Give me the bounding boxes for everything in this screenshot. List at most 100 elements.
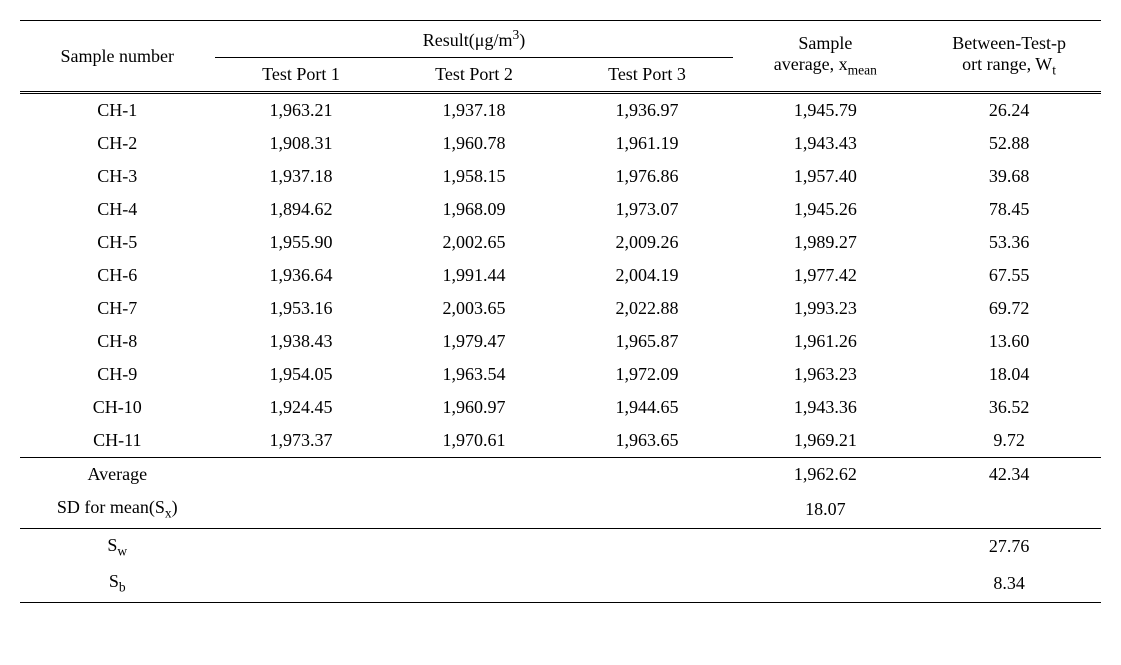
table-row: CH-31,937.181,958.151,976.861,957.4039.6… (20, 160, 1101, 193)
cell-value: 69.72 (917, 292, 1101, 325)
cell-value: 1,955.90 (215, 226, 388, 259)
cell-value: 1,943.43 (733, 127, 917, 160)
cell-value: 1,945.79 (733, 93, 917, 128)
cell-value: 18.04 (917, 358, 1101, 391)
cell-sample-id: CH-10 (20, 391, 215, 424)
cell-value: 1,976.86 (560, 160, 733, 193)
table-row: CH-111,973.371,970.611,963.651,969.219.7… (20, 424, 1101, 458)
summary-sb-label: Sb (20, 565, 215, 602)
header-sample-average: Sample average, xmean (733, 21, 917, 93)
summary-sw-label: Sw (20, 528, 215, 565)
cell-value: 1,965.87 (560, 325, 733, 358)
summary-sw-sub: w (117, 543, 127, 558)
summary-body: Average 1,962.62 42.34 SD for mean(Sx) 1… (20, 458, 1101, 603)
summary-sb-value: 8.34 (917, 565, 1101, 602)
header-port1: Test Port 1 (215, 58, 388, 93)
cell-sample-id: CH-5 (20, 226, 215, 259)
summary-sw-pre: S (107, 535, 117, 555)
table-row: CH-81,938.431,979.471,965.871,961.2613.6… (20, 325, 1101, 358)
cell-value: 2,004.19 (560, 259, 733, 292)
header-range-line1: Between-Test-p (921, 33, 1097, 54)
summary-blank (215, 491, 388, 528)
cell-sample-id: CH-8 (20, 325, 215, 358)
header-sample-number: Sample number (20, 21, 215, 93)
cell-value: 2,003.65 (388, 292, 561, 325)
cell-value: 1,908.31 (215, 127, 388, 160)
header-result-text: Result( (423, 30, 475, 50)
cell-value: 1,960.78 (388, 127, 561, 160)
header-result-close: ) (519, 30, 525, 50)
summary-blank (388, 528, 561, 565)
cell-value: 1,960.97 (388, 391, 561, 424)
header-sample-avg-sub: mean (848, 63, 877, 78)
cell-value: 1,944.65 (560, 391, 733, 424)
summary-sd-value: 18.07 (733, 491, 917, 528)
table-body: CH-11,963.211,937.181,936.971,945.7926.2… (20, 93, 1101, 458)
cell-value: 1,970.61 (388, 424, 561, 458)
cell-value: 36.52 (917, 391, 1101, 424)
summary-sd-label: SD for mean(Sx) (20, 491, 215, 528)
header-sample-avg-pre: average, x (774, 54, 848, 74)
cell-sample-id: CH-6 (20, 259, 215, 292)
summary-blank (560, 458, 733, 492)
cell-value: 1,991.44 (388, 259, 561, 292)
table-row: CH-51,955.902,002.652,009.261,989.2753.3… (20, 226, 1101, 259)
cell-value: 2,002.65 (388, 226, 561, 259)
summary-blank (388, 491, 561, 528)
table-row: CH-41,894.621,968.091,973.071,945.2678.4… (20, 193, 1101, 226)
summary-sd-post: ) (172, 497, 178, 517)
summary-average-label: Average (20, 458, 215, 492)
summary-blank (560, 565, 733, 602)
summary-average-avg: 1,962.62 (733, 458, 917, 492)
summary-sb-sub: b (119, 580, 126, 595)
summary-sd-pre: SD for mean(S (57, 497, 165, 517)
cell-value: 2,009.26 (560, 226, 733, 259)
cell-value: 1,977.42 (733, 259, 917, 292)
cell-value: 1,989.27 (733, 226, 917, 259)
cell-sample-id: CH-3 (20, 160, 215, 193)
cell-value: 1,973.37 (215, 424, 388, 458)
cell-value: 1,972.09 (560, 358, 733, 391)
cell-value: 1,973.07 (560, 193, 733, 226)
results-table-container: Sample number Result(μg/m3) Sample avera… (20, 20, 1101, 603)
header-range: Between-Test-p ort range, Wt (917, 21, 1101, 93)
table-row: CH-61,936.641,991.442,004.191,977.4267.5… (20, 259, 1101, 292)
table-row: CH-101,924.451,960.971,944.651,943.3636.… (20, 391, 1101, 424)
cell-value: 39.68 (917, 160, 1101, 193)
cell-value: 26.24 (917, 93, 1101, 128)
cell-value: 1,953.16 (215, 292, 388, 325)
summary-blank (560, 528, 733, 565)
cell-value: 1,936.64 (215, 259, 388, 292)
summary-sb-pre: S (109, 571, 119, 591)
cell-sample-id: CH-1 (20, 93, 215, 128)
summary-sd-sub: x (165, 506, 172, 521)
cell-value: 67.55 (917, 259, 1101, 292)
cell-value: 1,943.36 (733, 391, 917, 424)
summary-blank (215, 458, 388, 492)
header-port2: Test Port 2 (388, 58, 561, 93)
header-range-line2: ort range, Wt (921, 54, 1097, 79)
summary-blank (733, 528, 917, 565)
cell-value: 1,963.23 (733, 358, 917, 391)
table-row: CH-91,954.051,963.541,972.091,963.2318.0… (20, 358, 1101, 391)
summary-blank (560, 491, 733, 528)
header-range-sub: t (1052, 63, 1056, 78)
cell-value: 1,957.40 (733, 160, 917, 193)
summary-blank (388, 565, 561, 602)
results-table: Sample number Result(μg/m3) Sample avera… (20, 20, 1101, 603)
cell-value: 1,979.47 (388, 325, 561, 358)
summary-blank (215, 565, 388, 602)
cell-value: 2,022.88 (560, 292, 733, 325)
cell-value: 1,968.09 (388, 193, 561, 226)
header-range-pre: ort range, W (962, 54, 1052, 74)
cell-value: 1,954.05 (215, 358, 388, 391)
cell-sample-id: CH-7 (20, 292, 215, 325)
cell-value: 13.60 (917, 325, 1101, 358)
cell-value: 1,963.54 (388, 358, 561, 391)
cell-value: 1,961.19 (560, 127, 733, 160)
cell-value: 1,993.23 (733, 292, 917, 325)
cell-value: 9.72 (917, 424, 1101, 458)
cell-value: 1,969.21 (733, 424, 917, 458)
cell-value: 1,936.97 (560, 93, 733, 128)
cell-sample-id: CH-2 (20, 127, 215, 160)
